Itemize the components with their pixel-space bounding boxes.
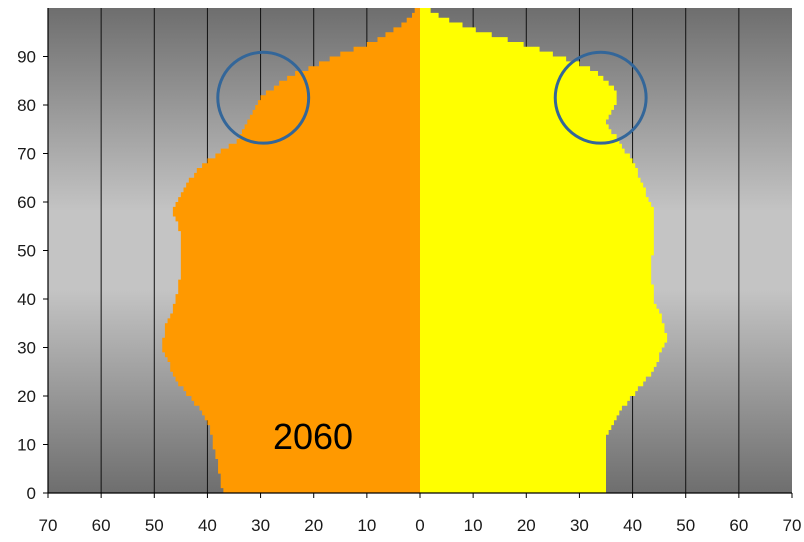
x-tick-label: 40 (198, 516, 217, 535)
highlight-circle (216, 50, 311, 145)
x-tick-label: 30 (251, 516, 270, 535)
y-tick-label: 10 (17, 436, 36, 455)
x-tick-label: 10 (357, 516, 376, 535)
x-tick-label: 20 (517, 516, 536, 535)
x-tick-label: 0 (415, 516, 424, 535)
y-tick-label: 40 (17, 290, 36, 309)
x-tick-label: 50 (676, 516, 695, 535)
x-tick-label: 10 (464, 516, 483, 535)
y-tick-label: 30 (17, 339, 36, 358)
right-series-area (420, 8, 668, 493)
x-tick-labels: 70 60 50 40 30 20 10 0 10 20 30 40 50 60 70 (39, 516, 802, 535)
y-tick-label: 60 (17, 193, 36, 212)
x-tick-label: 40 (623, 516, 642, 535)
y-tick-label: 70 (17, 145, 36, 164)
year-annotation: 2060 (273, 416, 353, 457)
y-tick-label: 50 (17, 242, 36, 261)
y-tick-label: 20 (17, 387, 36, 406)
x-tick-label: 70 (783, 516, 802, 535)
y-tick-label: 90 (17, 48, 36, 67)
x-tick-label: 60 (729, 516, 748, 535)
x-tick-label: 30 (570, 516, 589, 535)
y-tick-label: 80 (17, 96, 36, 115)
highlight-circles (216, 50, 648, 145)
left-series-area (162, 8, 420, 493)
y-tick-label: 0 (27, 484, 36, 503)
y-tick-labels: 0 10 20 30 40 50 60 70 80 90 (17, 48, 36, 504)
x-tick-label: 50 (145, 516, 164, 535)
x-tick-label: 60 (92, 516, 111, 535)
axes (43, 8, 793, 498)
highlight-circle (553, 50, 648, 145)
x-tick-label: 20 (304, 516, 323, 535)
x-tick-label: 70 (39, 516, 58, 535)
pyramid-bars (162, 8, 668, 493)
